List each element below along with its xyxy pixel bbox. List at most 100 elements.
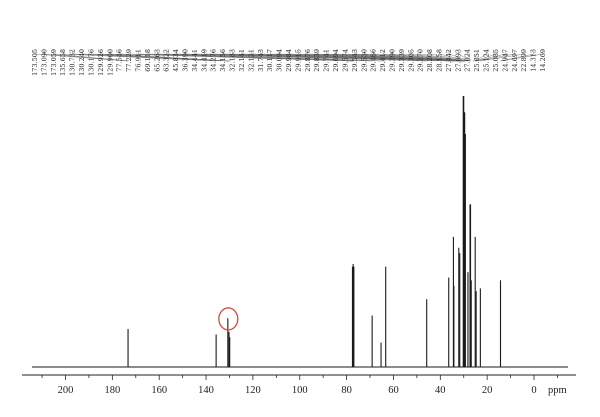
peak-shift-label: 25.085 xyxy=(492,49,500,72)
x-tick-label: 180 xyxy=(104,385,120,396)
peak-shift-label: 32.183 xyxy=(229,49,237,72)
peak-shift-label: 22.899 xyxy=(520,49,528,72)
x-tick-label: 160 xyxy=(151,385,167,396)
peak-shift-label: 29.839 xyxy=(313,49,321,72)
peak-shift-label: 30.094 xyxy=(276,49,284,72)
peak-leader-line xyxy=(166,51,386,62)
x-axis-unit-label: ppm xyxy=(548,385,567,396)
x-tick-label: 120 xyxy=(245,385,261,396)
peak-shift-label: 173.505 xyxy=(31,49,39,76)
peak-leader-line xyxy=(420,51,466,62)
peak-shift-label: 34.419 xyxy=(200,49,208,72)
x-tick-label: 20 xyxy=(482,385,493,396)
peak-leader-line xyxy=(392,51,466,62)
highlight-circle xyxy=(218,307,239,331)
peak-shift-label: 31.743 xyxy=(257,49,265,72)
peak-shift-label: 29.486 xyxy=(370,49,378,72)
peak-shift-label: 32.141 xyxy=(238,49,246,72)
peak-shift-label: 77.546 xyxy=(116,49,124,72)
peak-shift-label: 29.390 xyxy=(388,49,396,72)
peak-shift-label: 69.118 xyxy=(144,49,152,72)
peak-shift-label: 27.093 xyxy=(454,49,462,72)
peak-shift-label: 34.156 xyxy=(219,49,227,72)
peak-shift-label: 24.697 xyxy=(511,49,519,72)
peak-leader-line xyxy=(175,51,427,62)
peak-shift-label: 29.339 xyxy=(398,49,406,72)
x-tick-label: 200 xyxy=(58,385,74,396)
peak-leader-line xyxy=(448,51,470,62)
peak-shift-label: 34.441 xyxy=(191,49,199,72)
peak-shift-label: 25.124 xyxy=(483,49,491,72)
peak-leader-line xyxy=(500,51,544,62)
peak-shift-label: 29.270 xyxy=(417,49,425,72)
peak-shift-label: 76.911 xyxy=(134,49,142,72)
peak-shift-label: 34.276 xyxy=(210,49,218,72)
peak-leader-line xyxy=(439,51,469,62)
x-tick-label: 100 xyxy=(292,385,308,396)
peak-leader-line xyxy=(476,51,516,62)
peak-shift-label: 130.176 xyxy=(87,49,95,76)
x-tick-label: 140 xyxy=(198,385,214,396)
peak-leader-line xyxy=(373,51,465,62)
peak-leader-line xyxy=(429,51,468,62)
peak-label-group: 173.505 173.090 173.059 135.658 130.732 130.2… xyxy=(31,49,547,76)
peak-leader-line xyxy=(401,51,466,62)
x-tick-label: 60 xyxy=(388,385,399,396)
peak-leader-line xyxy=(473,51,478,62)
peak-leader-line xyxy=(475,51,497,62)
peak-leader-line xyxy=(411,51,466,62)
peak-shift-label: 65.263 xyxy=(153,49,161,72)
peak-leader-line xyxy=(467,51,471,62)
peak-leader-line xyxy=(44,51,129,62)
peak-leader-line xyxy=(458,51,471,62)
peak-leader-line xyxy=(475,51,506,62)
peak-shift-label: 129.900 xyxy=(106,49,114,76)
peak-leader-line xyxy=(110,51,230,62)
peak-shift-label: 14.313 xyxy=(530,49,538,72)
peak-shift-label: 77.229 xyxy=(125,49,133,72)
x-tick-label: 40 xyxy=(435,385,446,396)
peak-leader-line xyxy=(480,51,525,62)
peak-leader-line xyxy=(138,51,354,62)
peak-shift-label: 27.442 xyxy=(445,49,453,72)
peak-leader-line xyxy=(500,51,534,62)
peak-leader-lines xyxy=(34,51,544,62)
peak-leader-line xyxy=(475,51,487,62)
peak-shift-label: 29.543 xyxy=(351,49,359,72)
peak-shift-label: 130.732 xyxy=(69,49,77,76)
peak-shift-label: 28.208 xyxy=(426,49,434,72)
peak-leader-line xyxy=(147,51,373,62)
peak-shift-label: 28.158 xyxy=(436,49,444,72)
peak-shift-label: 32.121 xyxy=(247,49,255,72)
peak-shift-label: 14.269 xyxy=(539,49,547,72)
peak-leader-line xyxy=(382,51,466,62)
peak-leader-line xyxy=(364,51,465,62)
peak-shift-label: 30.117 xyxy=(266,49,274,72)
x-tick-label: 80 xyxy=(341,385,352,396)
peak-shift-label: 29.530 xyxy=(360,49,368,72)
peak-shift-label: 29.984 xyxy=(285,49,293,72)
peak-shift-label: 130.240 xyxy=(78,49,86,76)
peak-shift-label: 173.090 xyxy=(40,49,48,76)
peak-shift-label: 36.390 xyxy=(182,49,190,72)
peak-shift-label: 63.322 xyxy=(163,49,171,72)
peak-leader-line xyxy=(34,51,128,62)
peak-shift-label: 29.741 xyxy=(323,49,331,72)
peak-shift-label: 29.574 xyxy=(341,49,349,72)
x-tick-label: 0 xyxy=(531,385,536,396)
peak-shift-label: 25.851 xyxy=(473,49,481,72)
peak-shift-label: 173.059 xyxy=(50,49,58,76)
peak-shift-label: 29.876 xyxy=(304,49,312,72)
peak-shift-label: 129.926 xyxy=(97,49,105,76)
peak-shift-label: 24.947 xyxy=(501,49,509,72)
peak-leader-line xyxy=(53,51,129,62)
peak-shift-label: 27.024 xyxy=(464,49,472,72)
peak-shift-label: 29.915 xyxy=(294,49,302,72)
peak-shift-label: 29.412 xyxy=(379,49,387,72)
peak-shift-label: 29.305 xyxy=(407,49,415,72)
peak-shift-label: 135.658 xyxy=(59,49,67,76)
x-axis: 200 180 160 140 120 100 80 60 40 20 0 xyxy=(22,374,576,396)
plot-area xyxy=(127,96,502,367)
peak-shift-label: 29.694 xyxy=(332,49,340,72)
